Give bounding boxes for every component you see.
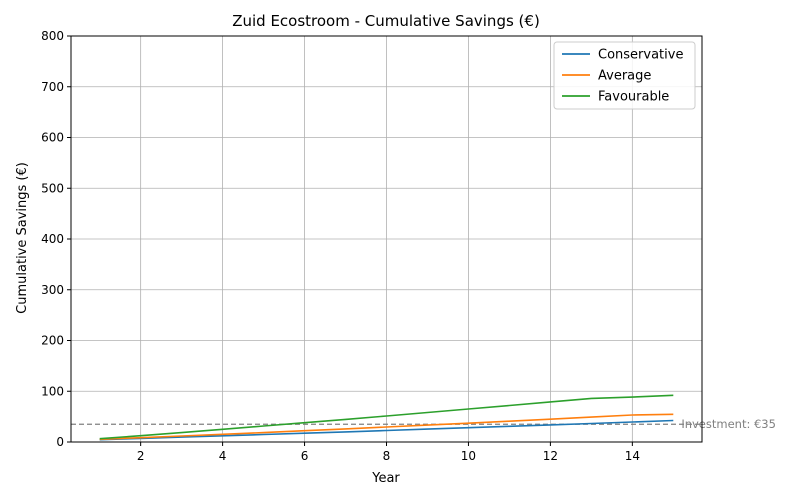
y-tick-label: 200 bbox=[41, 334, 64, 348]
legend-label-average: Average bbox=[598, 69, 651, 84]
y-tick-label: 100 bbox=[41, 384, 64, 398]
grid bbox=[71, 35, 702, 443]
y-tick-label: 400 bbox=[41, 232, 64, 246]
x-tick-label: 10 bbox=[461, 449, 476, 463]
series-line-average bbox=[99, 413, 674, 441]
chart-title: Zuid Ecostroom - Cumulative Savings (€) bbox=[232, 12, 540, 30]
y-tick-label: 0 bbox=[56, 435, 64, 449]
y-axis-label: Cumulative Savings (€) bbox=[15, 162, 30, 314]
x-tick-label: 12 bbox=[543, 449, 558, 463]
y-tick-label: 600 bbox=[41, 131, 64, 145]
legend-box bbox=[553, 41, 696, 110]
x-axis-label: Year bbox=[371, 471, 400, 486]
x-tick-label: 14 bbox=[625, 449, 640, 463]
y-axis-ticks: 0 100 200 300 400 500 600 700 800 bbox=[41, 29, 71, 449]
x-tick-label: 6 bbox=[301, 449, 309, 463]
y-tick-label: 500 bbox=[41, 181, 64, 195]
x-tick-label: 2 bbox=[137, 449, 145, 463]
investment-label: Investment: €35 bbox=[681, 417, 776, 431]
series-line-favourable bbox=[99, 394, 674, 440]
legend-label-favourable: Favourable bbox=[598, 90, 669, 105]
series-line-conservative bbox=[99, 419, 674, 441]
y-tick-label: 800 bbox=[41, 29, 64, 43]
investment-reference: Investment: €35 bbox=[71, 417, 776, 431]
legend-label-conservative: Conservative bbox=[598, 48, 683, 63]
y-tick-label: 700 bbox=[41, 80, 64, 94]
legend: Conservative Average Favourable bbox=[553, 41, 696, 110]
x-tick-label: 8 bbox=[383, 449, 391, 463]
x-axis-ticks: 2 4 6 8 10 12 14 bbox=[137, 442, 640, 463]
x-tick-label: 4 bbox=[219, 449, 227, 463]
series-lines bbox=[99, 394, 674, 441]
y-tick-label: 300 bbox=[41, 283, 64, 297]
